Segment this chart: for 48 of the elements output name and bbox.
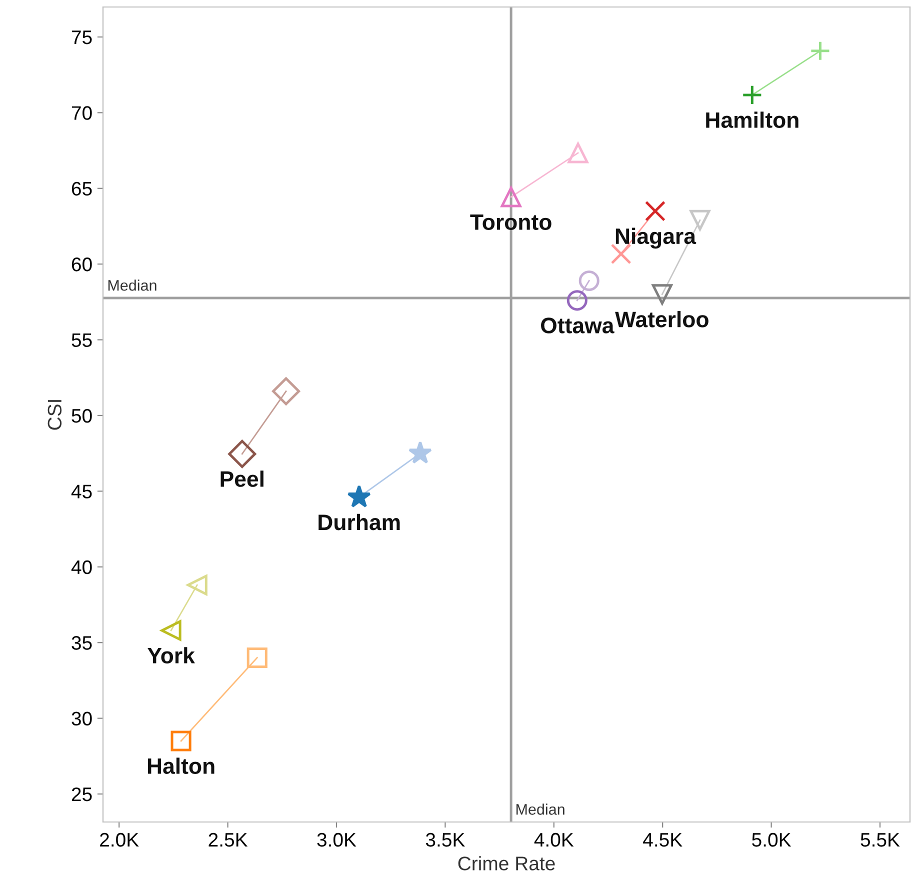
y-tick-label: 65 [72,182,92,196]
series-label: York [148,647,195,664]
point [186,574,208,596]
x-tick-label: 4.5K [643,833,682,847]
point [160,620,182,641]
point [246,647,268,668]
point [272,377,300,406]
x-tick-label: 4.0K [534,832,574,847]
y-tick-label: 50 [72,408,92,423]
x-tick-label: 2.0K [100,832,139,847]
series-label: Hamilton [706,112,798,128]
ref-line-label: Median [516,804,564,815]
point [652,284,672,305]
point [566,290,588,311]
x-tick-label: 5.5K [860,833,900,847]
point [644,200,666,222]
y-tick-label: 30 [72,712,92,726]
point [578,270,600,292]
point [170,730,192,752]
series-label: Halton [148,758,214,774]
y-axis-title: CSI [48,400,62,430]
y-tick-label: 40 [71,560,92,574]
point [810,40,830,62]
x-tick-label: 2.5K [208,832,248,847]
series-label: Niagara [616,228,696,249]
y-tick-label: 55 [72,333,92,348]
ref-line-label: Median [108,280,156,291]
x-axis-title: Crime Rate [458,856,555,870]
x-tick-label: 3.0K [317,832,356,847]
series-label: Ottawa [541,318,614,334]
series-label: Peel [220,470,264,487]
series-label: Durham [318,514,400,530]
y-tick-label: 35 [72,636,92,650]
x-tick-label: 5.0K [752,832,792,847]
point [347,484,371,508]
series-label: Waterloo [615,311,708,328]
point [568,142,588,164]
point [500,186,522,208]
y-tick-label: 75 [72,30,92,44]
y-tick-label: 60 [72,258,92,272]
y-tick-label: 45 [71,484,92,498]
series-label: Toronto [470,214,552,230]
point [228,440,256,468]
point [742,84,762,106]
point [408,440,432,464]
x-tick-label: 3.5K [426,832,465,847]
y-tick-label: 70 [72,106,92,120]
y-tick-label: 25 [72,787,92,802]
